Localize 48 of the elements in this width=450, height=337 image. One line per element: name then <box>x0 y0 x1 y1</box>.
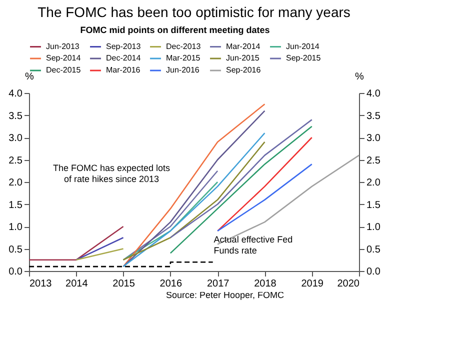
y2-tick-label: 1.5 <box>366 200 381 211</box>
legend-label: Dec-2013 <box>166 42 202 51</box>
annotation: Actual effective Fed Funds rate <box>214 234 293 256</box>
line-series <box>170 126 313 254</box>
legend-label: Dec-2014 <box>106 54 142 62</box>
y2-tick-label: 0.5 <box>366 244 381 256</box>
x-tick-label: 2014 <box>66 278 88 290</box>
y2-tick-label: 3.5 <box>366 110 381 122</box>
y-tick-label: 2.0 <box>8 178 23 188</box>
y-tick-label: 4.0 <box>8 88 23 100</box>
y2-tick-label: 0.0 <box>366 266 381 278</box>
y2-tick-label: 2.5 <box>366 155 381 166</box>
legend-label: Sep-2013 <box>106 42 142 51</box>
annotation: The FOMC has expected lots of rate hikes since 2013 <box>52 163 171 184</box>
y-tick-label: 1.0 <box>8 222 23 233</box>
legend-label: Sep-2016 <box>226 66 262 74</box>
legend-label: Sep-2015 <box>286 54 322 62</box>
y2-tick-label: 2.0 <box>366 178 381 188</box>
y2-axis-title: % <box>355 72 364 82</box>
y-tick-label: 3.5 <box>8 110 23 122</box>
y-tick-label: 1.5 <box>8 200 23 211</box>
source-note: Source: Peter Hooper, FOMC <box>164 290 286 300</box>
legend-label: Sep-2014 <box>46 54 82 62</box>
legend-title: FOMC mid points on different meeting dates <box>80 25 270 35</box>
legend-label: Jun-2016 <box>166 66 200 74</box>
x-tick-label: 2016 <box>160 278 182 290</box>
legend-label: Jun-2015 <box>226 54 260 62</box>
y-tick-label: 0.0 <box>8 266 23 278</box>
y2-tick-label: 4.0 <box>366 88 381 100</box>
y-axis-title: % <box>25 72 34 82</box>
x-tick-label: 2018 <box>254 278 277 290</box>
x-tick-label: 2013 <box>30 278 52 290</box>
legend-label: Jun-2014 <box>286 42 320 51</box>
x-tick-label: 2015 <box>112 278 136 290</box>
legend-label: Mar-2014 <box>226 42 261 51</box>
y-tick-label: 2.5 <box>8 155 23 166</box>
legend-label: Dec-2015 <box>46 66 82 74</box>
legend-label: Mar-2015 <box>166 54 201 62</box>
y-tick-label: 0.5 <box>8 244 23 256</box>
y2-tick-label: 3.0 <box>366 133 381 144</box>
x-tick-label: 2020 <box>337 278 360 290</box>
y-tick-label: 3.0 <box>8 133 23 144</box>
y2-tick-label: 1.0 <box>366 222 381 233</box>
legend-label: Jun-2013 <box>46 42 80 51</box>
chart-title: The FOMC has been too optimistic for many years <box>38 4 350 20</box>
x-tick-label: 2017 <box>206 278 230 290</box>
legend-label: Mar-2016 <box>106 66 141 74</box>
x-tick-label: 2019 <box>301 278 324 290</box>
